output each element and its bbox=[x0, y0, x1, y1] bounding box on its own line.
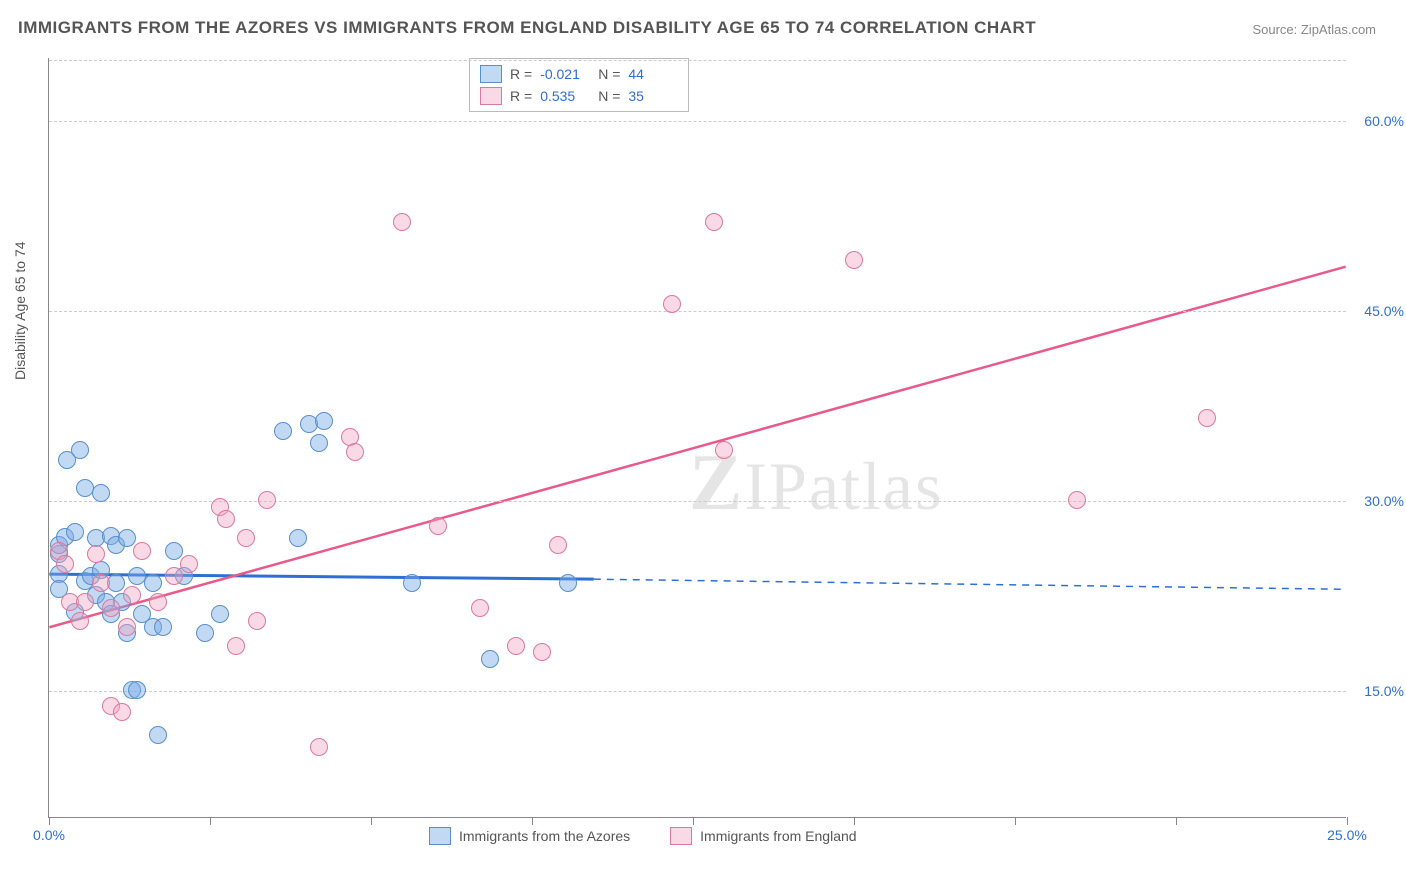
n-label: N = bbox=[598, 88, 620, 104]
point-azores bbox=[92, 484, 110, 502]
point-azores bbox=[154, 618, 172, 636]
legend-swatch-england-icon bbox=[670, 827, 692, 845]
point-england bbox=[113, 703, 131, 721]
r-label: R = bbox=[510, 88, 532, 104]
x-tick bbox=[693, 817, 694, 825]
legend-label-azores: Immigrants from the Azores bbox=[459, 828, 630, 844]
x-tick bbox=[210, 817, 211, 825]
point-england bbox=[248, 612, 266, 630]
point-england bbox=[346, 443, 364, 461]
legend-swatch-azores bbox=[480, 65, 502, 83]
legend-swatch-azores-icon bbox=[429, 827, 451, 845]
point-azores bbox=[149, 726, 167, 744]
point-azores bbox=[211, 605, 229, 623]
point-england bbox=[429, 517, 447, 535]
x-tick bbox=[854, 817, 855, 825]
point-england bbox=[118, 618, 136, 636]
point-england bbox=[92, 574, 110, 592]
gridline bbox=[49, 501, 1346, 502]
point-england bbox=[310, 738, 328, 756]
y-tick-label: 15.0% bbox=[1364, 683, 1404, 699]
gridline bbox=[49, 121, 1346, 122]
point-england bbox=[102, 599, 120, 617]
x-tick bbox=[371, 817, 372, 825]
y-tick-label: 45.0% bbox=[1364, 303, 1404, 319]
y-axis-label: Disability Age 65 to 74 bbox=[12, 241, 28, 380]
point-england bbox=[56, 555, 74, 573]
n-value-azores: 44 bbox=[628, 66, 678, 82]
point-azores bbox=[481, 650, 499, 668]
x-tick-label: 0.0% bbox=[33, 827, 65, 843]
point-azores bbox=[289, 529, 307, 547]
point-england bbox=[180, 555, 198, 573]
n-label: N = bbox=[598, 66, 620, 82]
x-tick bbox=[1176, 817, 1177, 825]
legend-stats-row-2: R = 0.535 N = 35 bbox=[480, 85, 678, 107]
point-england bbox=[507, 637, 525, 655]
point-azores bbox=[403, 574, 421, 592]
point-england bbox=[133, 542, 151, 560]
gridline bbox=[49, 691, 1346, 692]
point-england bbox=[149, 593, 167, 611]
r-label: R = bbox=[510, 66, 532, 82]
point-azores bbox=[315, 412, 333, 430]
point-azores bbox=[196, 624, 214, 642]
point-england bbox=[71, 612, 89, 630]
point-azores bbox=[66, 523, 84, 541]
plot-area: ZIPatlas R = -0.021 N = 44 R = 0.535 N =… bbox=[48, 58, 1346, 818]
point-england bbox=[549, 536, 567, 554]
legend-label-england: Immigrants from England bbox=[700, 828, 856, 844]
point-azores bbox=[559, 574, 577, 592]
point-england bbox=[227, 637, 245, 655]
n-value-england: 35 bbox=[628, 88, 678, 104]
point-england bbox=[533, 643, 551, 661]
point-england bbox=[471, 599, 489, 617]
r-value-azores: -0.021 bbox=[540, 66, 590, 82]
point-azores bbox=[71, 441, 89, 459]
point-england bbox=[87, 545, 105, 563]
point-azores bbox=[165, 542, 183, 560]
source-attribution: Source: ZipAtlas.com bbox=[1252, 22, 1376, 37]
y-tick-label: 30.0% bbox=[1364, 493, 1404, 509]
trend-lines-svg bbox=[49, 58, 1346, 817]
y-tick-label: 60.0% bbox=[1364, 113, 1404, 129]
r-value-england: 0.535 bbox=[540, 88, 590, 104]
point-england bbox=[217, 510, 235, 528]
x-tick bbox=[532, 817, 533, 825]
x-tick bbox=[1015, 817, 1016, 825]
point-england bbox=[165, 567, 183, 585]
point-azores bbox=[310, 434, 328, 452]
point-azores bbox=[144, 574, 162, 592]
x-tick-label: 25.0% bbox=[1327, 827, 1367, 843]
point-england bbox=[845, 251, 863, 269]
point-england bbox=[663, 295, 681, 313]
point-england bbox=[76, 593, 94, 611]
point-england bbox=[1198, 409, 1216, 427]
legend-series: Immigrants from the Azores Immigrants fr… bbox=[429, 827, 857, 845]
point-azores bbox=[118, 529, 136, 547]
x-tick bbox=[49, 817, 50, 825]
point-england bbox=[237, 529, 255, 547]
point-england bbox=[1068, 491, 1086, 509]
legend-swatch-england bbox=[480, 87, 502, 105]
point-england bbox=[393, 213, 411, 231]
legend-stats-row-1: R = -0.021 N = 44 bbox=[480, 63, 678, 85]
point-england bbox=[705, 213, 723, 231]
point-england bbox=[123, 586, 141, 604]
x-tick bbox=[1347, 817, 1348, 825]
legend-stats: R = -0.021 N = 44 R = 0.535 N = 35 bbox=[469, 58, 689, 112]
gridline bbox=[49, 60, 1346, 61]
point-england bbox=[715, 441, 733, 459]
point-azores bbox=[107, 574, 125, 592]
gridline bbox=[49, 311, 1346, 312]
point-england bbox=[258, 491, 276, 509]
legend-item-england: Immigrants from England bbox=[670, 827, 856, 845]
legend-item-azores: Immigrants from the Azores bbox=[429, 827, 630, 845]
point-azores bbox=[274, 422, 292, 440]
point-azores bbox=[128, 681, 146, 699]
chart-title: IMMIGRANTS FROM THE AZORES VS IMMIGRANTS… bbox=[18, 18, 1036, 38]
